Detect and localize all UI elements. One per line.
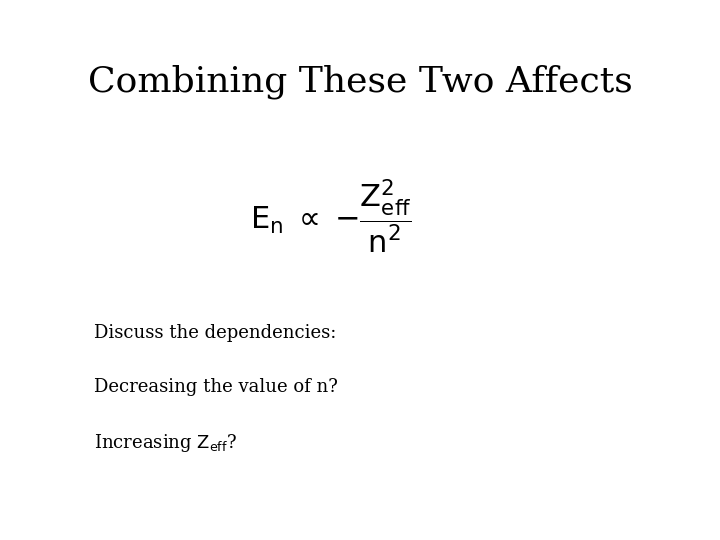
Text: Discuss the dependencies:: Discuss the dependencies: bbox=[94, 324, 336, 342]
Text: Decreasing the value of n?: Decreasing the value of n? bbox=[94, 378, 338, 396]
Text: Combining These Two Affects: Combining These Two Affects bbox=[88, 65, 632, 99]
Text: $\mathsf{E_n} \; \mathsf{\propto} \; \mathsf{-} \dfrac{\mathsf{Z^2_{eff}}}{\math: $\mathsf{E_n} \; \mathsf{\propto} \; \ma… bbox=[251, 177, 412, 255]
Text: Increasing $\mathrm{Z}_{\mathrm{eff}}$?: Increasing $\mathrm{Z}_{\mathrm{eff}}$? bbox=[94, 432, 237, 454]
